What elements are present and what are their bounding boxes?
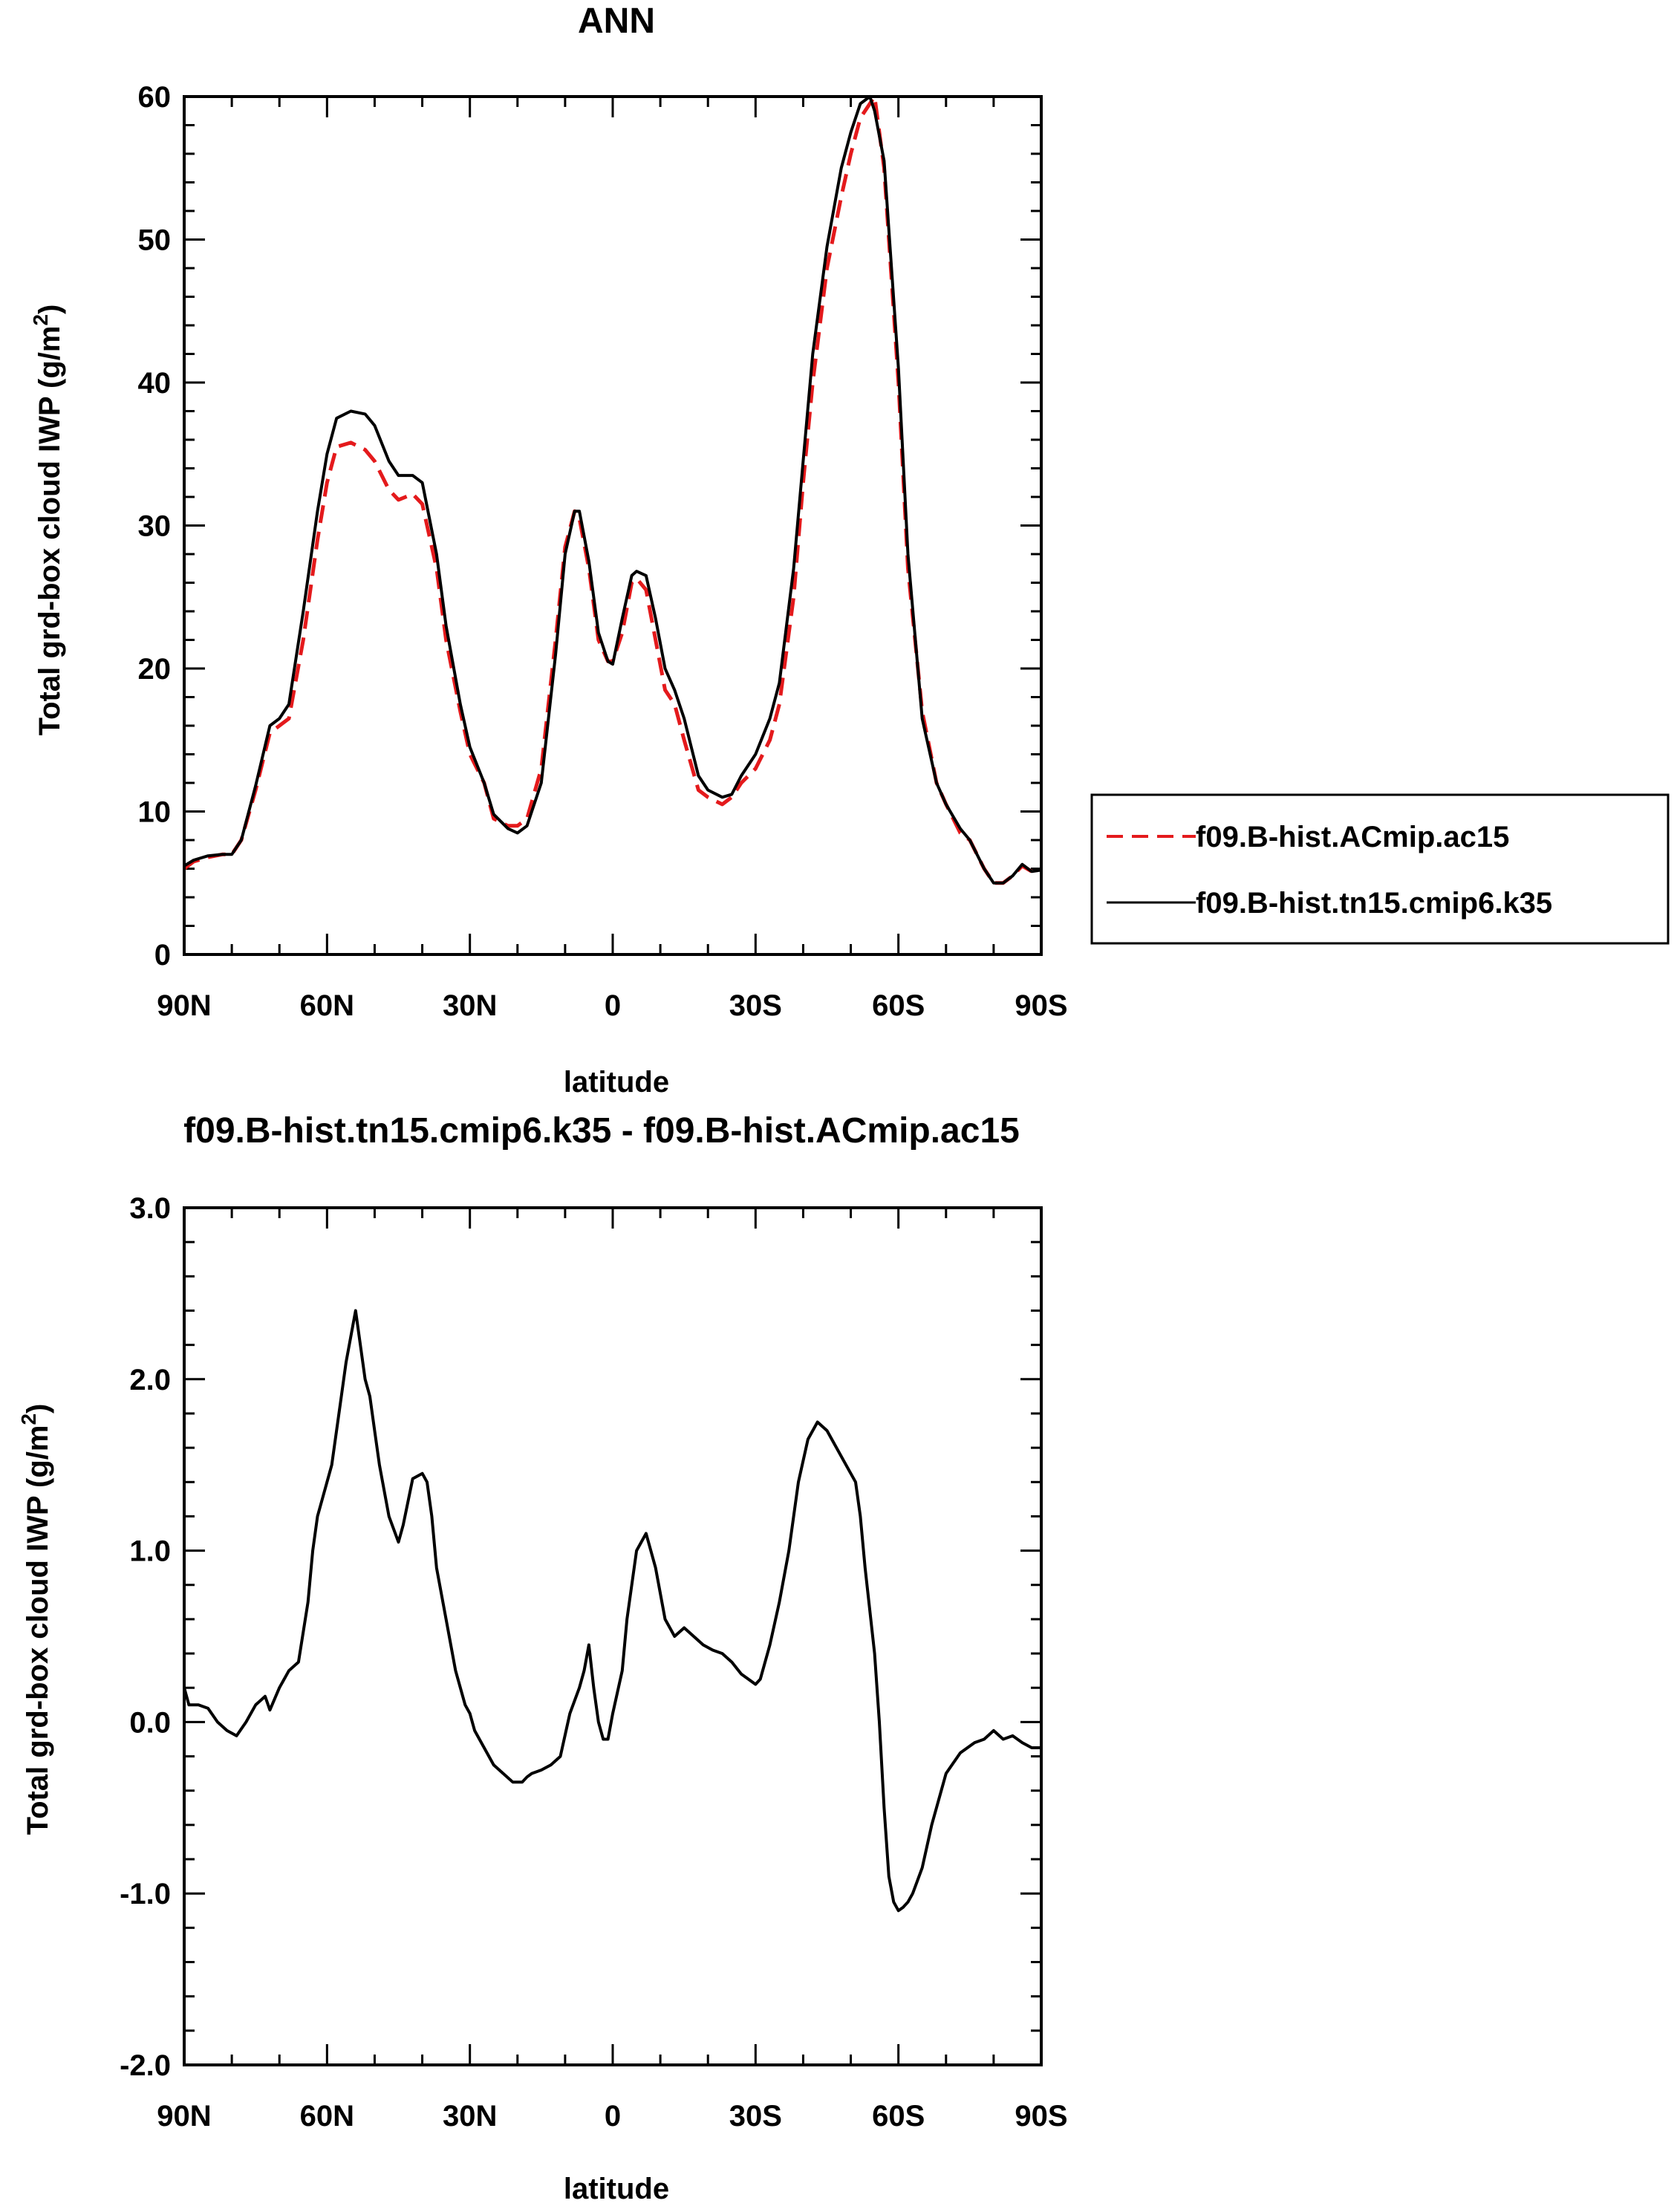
bottom-y-tick-label: 0.0 — [129, 1706, 171, 1739]
top-y-axis-label-close: ) — [33, 305, 66, 314]
top-x-tick-label: 60S — [872, 989, 925, 1022]
bottom-x-tick-label: 30N — [443, 2100, 497, 2133]
top-plot-frame — [183, 95, 1043, 956]
top-series-line-0 — [183, 94, 1041, 885]
bottom-y-axis-label: Total grd-box cloud IWP (g/m2) — [17, 1404, 54, 1835]
legend: f09.B-hist.ACmip.ac15 f09.B-hist.tn15.cm… — [1090, 793, 1670, 945]
bottom-x-tick-label: 90S — [1015, 2100, 1067, 2133]
bottom-y-axis-label-main: Total grd-box cloud IWP (g/m — [22, 1425, 54, 1835]
bottom-chart-title: f09.B-hist.tn15.cmip6.k35 - f09.B-hist.A… — [183, 1111, 1020, 1151]
top-y-axis-label-main: Total grd-box cloud IWP (g/m — [33, 326, 66, 736]
bottom-x-tick-label: 30S — [729, 2100, 782, 2133]
bottom-y-tick-label: -2.0 — [120, 2049, 171, 2082]
bottom-plot-frame — [183, 1206, 1043, 2066]
top-y-axis-label: Total grd-box cloud IWP (g/m2) — [29, 305, 66, 736]
bottom-y-axis-label-close: ) — [22, 1404, 54, 1414]
bottom-x-tick-label: 60S — [872, 2100, 925, 2133]
legend-entry-k35: f09.B-hist.tn15.cmip6.k35 — [1196, 887, 1552, 920]
top-y-tick-label: 10 — [138, 796, 172, 829]
top-y-tick-label: 20 — [138, 653, 172, 686]
top-series-line-1 — [183, 95, 1042, 885]
bottom-y-tick-label: 1.0 — [129, 1535, 171, 1568]
top-chart-title: ANN — [578, 1, 655, 41]
bottom-x-axis-label: latitude — [564, 2173, 669, 2205]
top-x-tick-label: 30S — [729, 989, 782, 1022]
top-y-axis-label-sup: 2 — [29, 314, 52, 326]
bottom-x-tick-label: 60N — [300, 2100, 354, 2133]
top-x-tick-label: 30N — [443, 989, 497, 1022]
bottom-chart-marks: 90N 60N 30N 0 30S 60S 90S -2.0 -1.0 0.0 1.0 2.0 3.0 — [120, 1192, 1068, 2133]
bottom-chart-panel: f09.B-hist.tn15.cmip6.k35 - f09.B-hist.A… — [17, 1111, 1068, 2205]
top-chart-marks: 90N 60N 30N 0 30S 60S 90S 0 10 20 30 40 50 60 — [138, 81, 1068, 1022]
top-x-tick-label: 0 — [605, 989, 621, 1022]
top-y-tick-label: 30 — [138, 510, 172, 543]
top-y-tick-label: 40 — [138, 367, 172, 400]
top-x-tick-label: 90N — [157, 989, 211, 1022]
bottom-y-tick-label: 2.0 — [129, 1364, 171, 1396]
bottom-x-tick-label: 0 — [605, 2100, 621, 2133]
top-chart-panel: ANN latitude Total grd-box cloud IWP (g/… — [29, 1, 1670, 1099]
bottom-series-line-0 — [183, 1309, 1041, 1913]
legend-box — [1090, 793, 1670, 945]
top-x-tick-label: 90S — [1015, 989, 1067, 1022]
top-y-tick-label: 60 — [138, 81, 172, 114]
top-y-tick-label: 50 — [138, 224, 172, 257]
bottom-y-tick-label: -1.0 — [120, 1878, 171, 1910]
bottom-x-tick-label: 90N — [157, 2100, 211, 2133]
bottom-y-axis-label-sup: 2 — [17, 1414, 40, 1425]
top-x-tick-label: 60N — [300, 989, 354, 1022]
top-x-axis-label: latitude — [564, 1066, 669, 1099]
bottom-y-tick-label: 3.0 — [129, 1192, 171, 1225]
top-y-tick-label: 0 — [154, 939, 171, 972]
legend-entry-ac15: f09.B-hist.ACmip.ac15 — [1196, 821, 1509, 853]
